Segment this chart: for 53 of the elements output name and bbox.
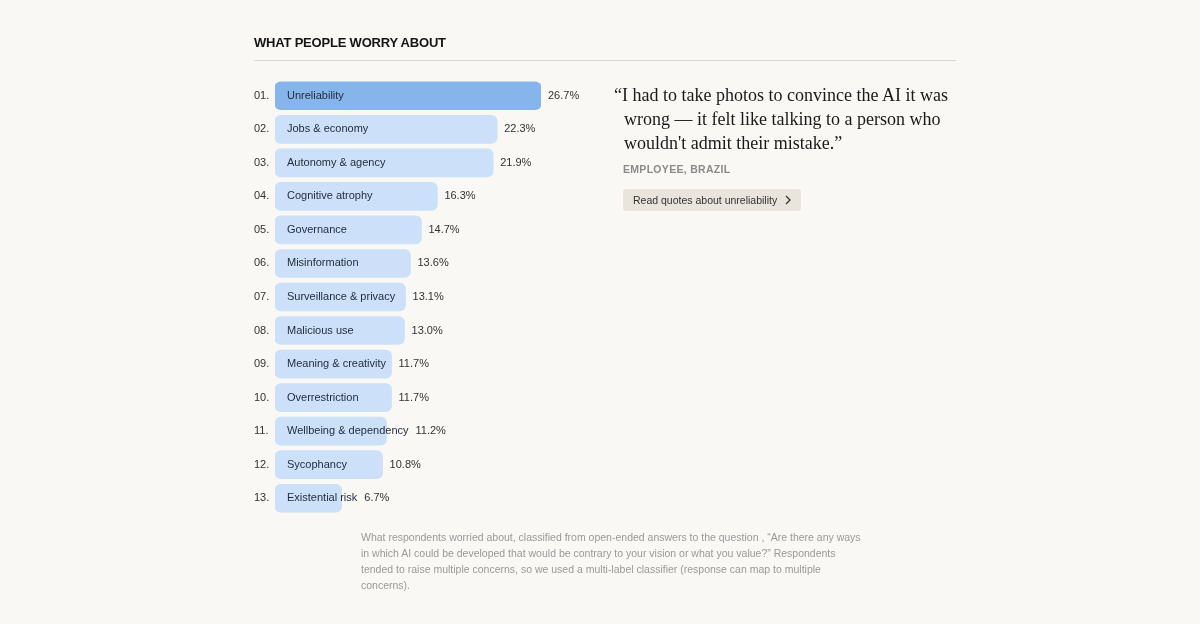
text: “I had to take photos to convince the AI it was wrong — it felt like talking to a person who wouldn't admit their mistake.” bbox=[614, 84, 949, 155]
text: 10. bbox=[254, 390, 270, 403]
text: 03. bbox=[254, 155, 270, 168]
text: 13. bbox=[254, 491, 270, 504]
text: 07. bbox=[254, 290, 270, 303]
y-tick-label: Sycophancy bbox=[287, 457, 348, 470]
bar bbox=[275, 215, 422, 245]
bar bbox=[275, 81, 541, 111]
y-tick-label: Surveillance & privacy bbox=[287, 290, 396, 303]
text: 01. bbox=[254, 88, 270, 101]
y-tick-label: Autonomy & agency bbox=[287, 155, 386, 168]
text: 02. bbox=[254, 122, 270, 135]
data-label: 21.9% bbox=[500, 155, 532, 168]
text: What respondents worried about, classified from open-ended answers to the question , “Are there any ways in which AI could be developed that would be contrary to your vision or what you value?” Respondents tended to raise multiple concerns, so we used a multi-label classifier (response can map to multiple concerns). bbox=[361, 530, 861, 593]
text: EMPLOYEE, BRAZIL bbox=[623, 163, 731, 175]
y-tick-label: Unreliability bbox=[287, 88, 345, 101]
y-tick-label: Governance bbox=[287, 222, 347, 235]
y-tick-label: Cognitive atrophy bbox=[287, 189, 374, 202]
bar bbox=[275, 182, 438, 211]
bar bbox=[275, 383, 392, 412]
y-tick-label: Malicious use bbox=[287, 323, 354, 336]
data-label: 6.7% bbox=[364, 491, 390, 504]
y-tick-label: Existential risk bbox=[287, 491, 358, 504]
bar bbox=[275, 249, 411, 278]
text: 12. bbox=[254, 457, 270, 470]
chart-title: WHAT PEOPLE WORRY ABOUT bbox=[254, 35, 446, 50]
data-label: 13.1% bbox=[412, 290, 444, 303]
data-label: 13.0% bbox=[411, 323, 443, 336]
data-label: 11.7% bbox=[398, 390, 430, 403]
y-tick-label: Wellbeing & dependency bbox=[287, 424, 409, 437]
data-label: 16.3% bbox=[444, 189, 476, 202]
y-tick-label: Jobs & economy bbox=[287, 122, 369, 135]
data-label: 14.7% bbox=[428, 222, 460, 235]
text: 11. bbox=[254, 424, 269, 437]
y-tick-label: Overrestriction bbox=[287, 390, 359, 403]
text: 04. bbox=[254, 189, 270, 202]
bar bbox=[275, 316, 405, 345]
data-label: 11.2% bbox=[415, 424, 447, 437]
text: 05. bbox=[254, 222, 270, 235]
data-label: 26.7% bbox=[548, 88, 580, 101]
bar bbox=[275, 148, 494, 178]
text: Read quotes about unreliability bbox=[633, 194, 778, 206]
bar bbox=[275, 450, 383, 480]
y-tick-label: Misinformation bbox=[287, 256, 359, 269]
text: 08. bbox=[254, 323, 270, 336]
data-label: 13.6% bbox=[417, 256, 449, 269]
text: 06. bbox=[254, 256, 270, 269]
data-label: 11.7% bbox=[398, 357, 430, 370]
y-tick-label: Meaning & creativity bbox=[287, 357, 387, 370]
data-label: 22.3% bbox=[504, 122, 536, 135]
text: 09. bbox=[254, 357, 270, 370]
data-label: 10.8% bbox=[389, 457, 421, 470]
bar bbox=[275, 114, 498, 144]
